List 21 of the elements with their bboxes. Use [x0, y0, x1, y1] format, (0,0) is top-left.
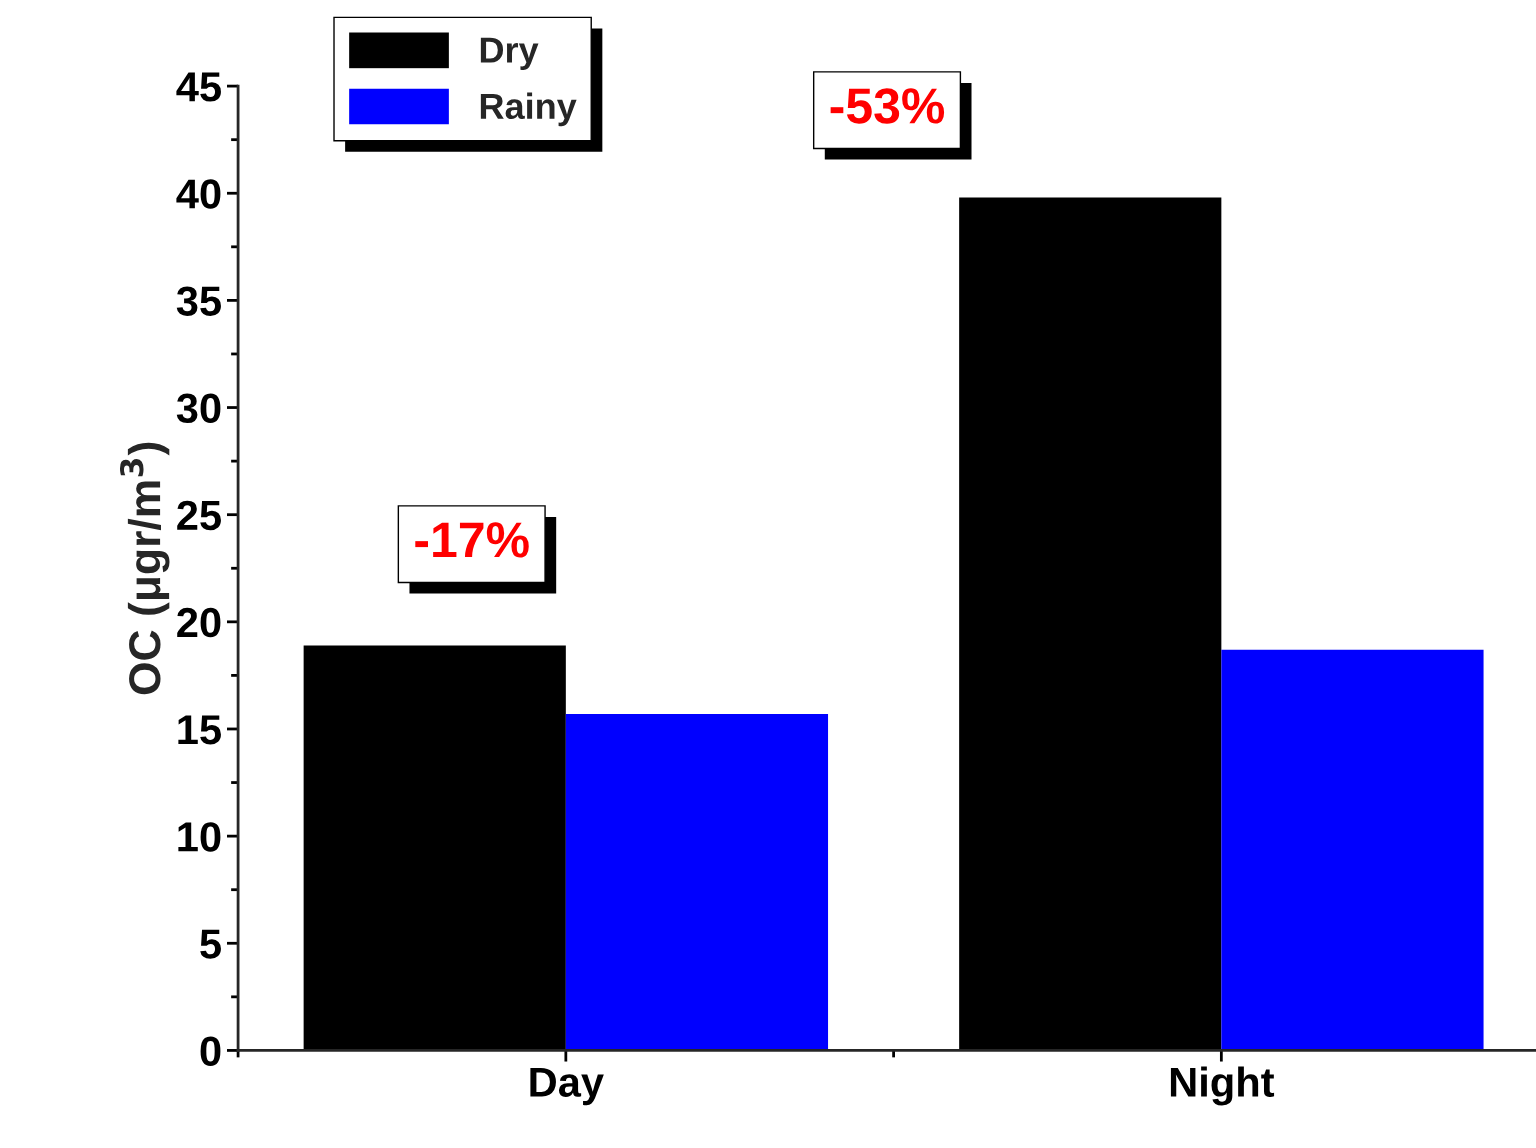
y-tick-label: 25	[177, 500, 221, 531]
y-tick-label: 40	[176, 179, 221, 209]
bar	[1221, 649, 1484, 1051]
annotation: -17%	[415, 522, 529, 558]
y-tick-label: 15	[178, 715, 221, 745]
y-tick-label: 35	[176, 286, 221, 316]
x-tick-label: Night	[1170, 1066, 1275, 1106]
y-axis-title: OC (μgr/m$^{3}$)	[119, 442, 170, 695]
legend-label: Dry	[480, 37, 539, 70]
y-tick-label: 20	[177, 607, 221, 638]
legend-label: Rainy	[480, 92, 577, 127]
y-tick-label: 10	[178, 822, 221, 852]
bar	[565, 713, 829, 1051]
y-tick-label: 5	[200, 929, 221, 959]
x-tick-label: Day	[530, 1067, 604, 1106]
y-tick-label: 45	[176, 72, 221, 102]
y-tick-label: 30	[176, 393, 221, 424]
bar	[959, 197, 1222, 1051]
annotation: -53%	[830, 88, 945, 124]
bar	[303, 645, 566, 1051]
y-tick-label: 0	[200, 1036, 221, 1066]
